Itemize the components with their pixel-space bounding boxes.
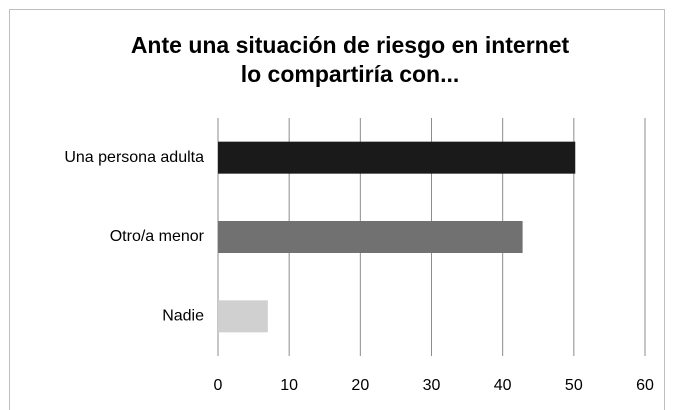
x-tick-label: 40 <box>494 377 512 394</box>
y-tick-label: Nadie <box>162 308 204 325</box>
bar <box>218 300 268 333</box>
chart-title: Ante una situación de riesgo en internet <box>131 32 570 58</box>
y-tick-label: Otro/a menor <box>110 228 205 245</box>
chart-frame <box>9 9 665 410</box>
chart-title: lo compartiría con... <box>241 61 460 87</box>
y-tick-label: Una persona adulta <box>64 149 204 166</box>
bar <box>218 141 576 174</box>
bar <box>218 221 523 253</box>
x-tick-label: 20 <box>351 377 369 394</box>
x-tick-label: 50 <box>565 377 583 394</box>
x-tick-label: 0 <box>214 377 223 394</box>
x-tick-label: 60 <box>636 377 654 394</box>
x-tick-label: 30 <box>423 377 441 394</box>
x-tick-label: 10 <box>280 377 298 394</box>
